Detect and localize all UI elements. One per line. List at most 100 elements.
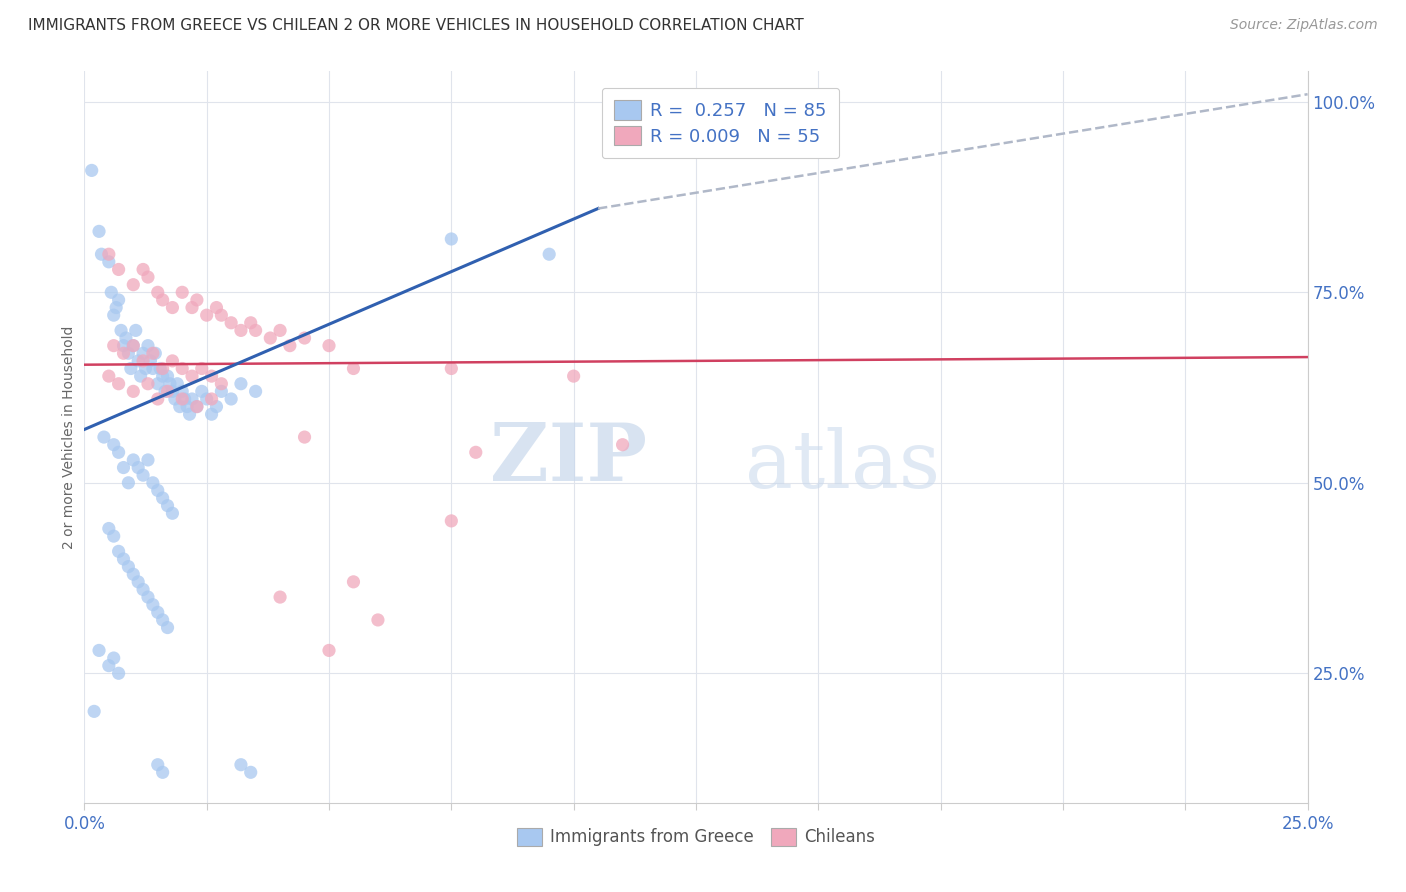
Point — [156, 621, 179, 635]
Point — [112, 552, 135, 566]
Point — [191, 361, 214, 376]
Legend: Immigrants from Greece, Chileans: Immigrants from Greece, Chileans — [510, 821, 882, 853]
Point — [162, 301, 184, 315]
Point — [294, 331, 316, 345]
Point — [464, 445, 486, 459]
Point — [294, 430, 316, 444]
Point — [229, 757, 252, 772]
Point — [112, 338, 135, 352]
Point — [162, 354, 184, 368]
Point — [269, 590, 291, 604]
Text: IMMIGRANTS FROM GREECE VS CHILEAN 2 OR MORE VEHICLES IN HOUSEHOLD CORRELATION CH: IMMIGRANTS FROM GREECE VS CHILEAN 2 OR M… — [28, 18, 804, 33]
Point — [269, 323, 291, 337]
Point — [278, 338, 301, 352]
Point — [245, 323, 267, 337]
Point — [162, 506, 184, 520]
Point — [166, 376, 188, 391]
Point — [122, 453, 145, 467]
Point — [87, 643, 110, 657]
Point — [440, 514, 463, 528]
Point — [172, 361, 194, 376]
Point — [219, 392, 242, 406]
Point — [245, 384, 267, 399]
Point — [112, 346, 135, 360]
Point — [172, 285, 194, 300]
Point — [117, 346, 139, 360]
Point — [440, 232, 463, 246]
Point — [152, 765, 174, 780]
Point — [97, 247, 120, 261]
Point — [107, 376, 129, 391]
Point — [107, 293, 129, 307]
Point — [136, 590, 159, 604]
Text: Source: ZipAtlas.com: Source: ZipAtlas.com — [1230, 18, 1378, 32]
Point — [139, 354, 162, 368]
Point — [229, 323, 252, 337]
Text: ZIP: ZIP — [491, 420, 647, 498]
Point — [181, 392, 204, 406]
Point — [120, 361, 142, 376]
Point — [149, 361, 172, 376]
Point — [159, 376, 181, 391]
Point — [169, 400, 191, 414]
Point — [117, 475, 139, 490]
Point — [97, 658, 120, 673]
Point — [205, 400, 228, 414]
Point — [103, 438, 125, 452]
Point — [87, 224, 110, 238]
Point — [142, 361, 165, 376]
Point — [186, 400, 208, 414]
Point — [127, 574, 149, 589]
Point — [152, 613, 174, 627]
Point — [209, 308, 232, 322]
Point — [132, 582, 155, 597]
Point — [103, 308, 125, 322]
Point — [107, 445, 129, 459]
Point — [239, 765, 262, 780]
Point — [132, 468, 155, 483]
Point — [93, 430, 115, 444]
Point — [152, 491, 174, 505]
Point — [176, 400, 198, 414]
Point — [97, 255, 120, 269]
Point — [122, 277, 145, 292]
Point — [172, 384, 194, 399]
Point — [173, 392, 195, 406]
Point — [146, 757, 169, 772]
Point — [122, 338, 145, 352]
Point — [136, 338, 159, 352]
Point — [538, 247, 561, 261]
Point — [115, 331, 138, 345]
Point — [112, 460, 135, 475]
Point — [181, 301, 204, 315]
Point — [153, 384, 176, 399]
Point — [181, 369, 204, 384]
Point — [107, 262, 129, 277]
Point — [122, 567, 145, 582]
Point — [132, 354, 155, 368]
Point — [107, 666, 129, 681]
Point — [612, 438, 634, 452]
Point — [162, 384, 184, 399]
Point — [122, 384, 145, 399]
Point — [122, 338, 145, 352]
Point — [103, 338, 125, 352]
Point — [129, 369, 152, 384]
Point — [132, 262, 155, 277]
Point — [146, 483, 169, 498]
Point — [200, 392, 222, 406]
Point — [229, 376, 252, 391]
Point — [132, 346, 155, 360]
Point — [136, 453, 159, 467]
Point — [156, 384, 179, 399]
Point — [142, 598, 165, 612]
Point — [186, 400, 208, 414]
Y-axis label: 2 or more Vehicles in Household: 2 or more Vehicles in Household — [62, 326, 76, 549]
Point — [195, 308, 218, 322]
Point — [209, 376, 232, 391]
Text: atlas: atlas — [745, 427, 941, 506]
Point — [105, 301, 128, 315]
Point — [125, 323, 148, 337]
Point — [342, 361, 364, 376]
Point — [342, 574, 364, 589]
